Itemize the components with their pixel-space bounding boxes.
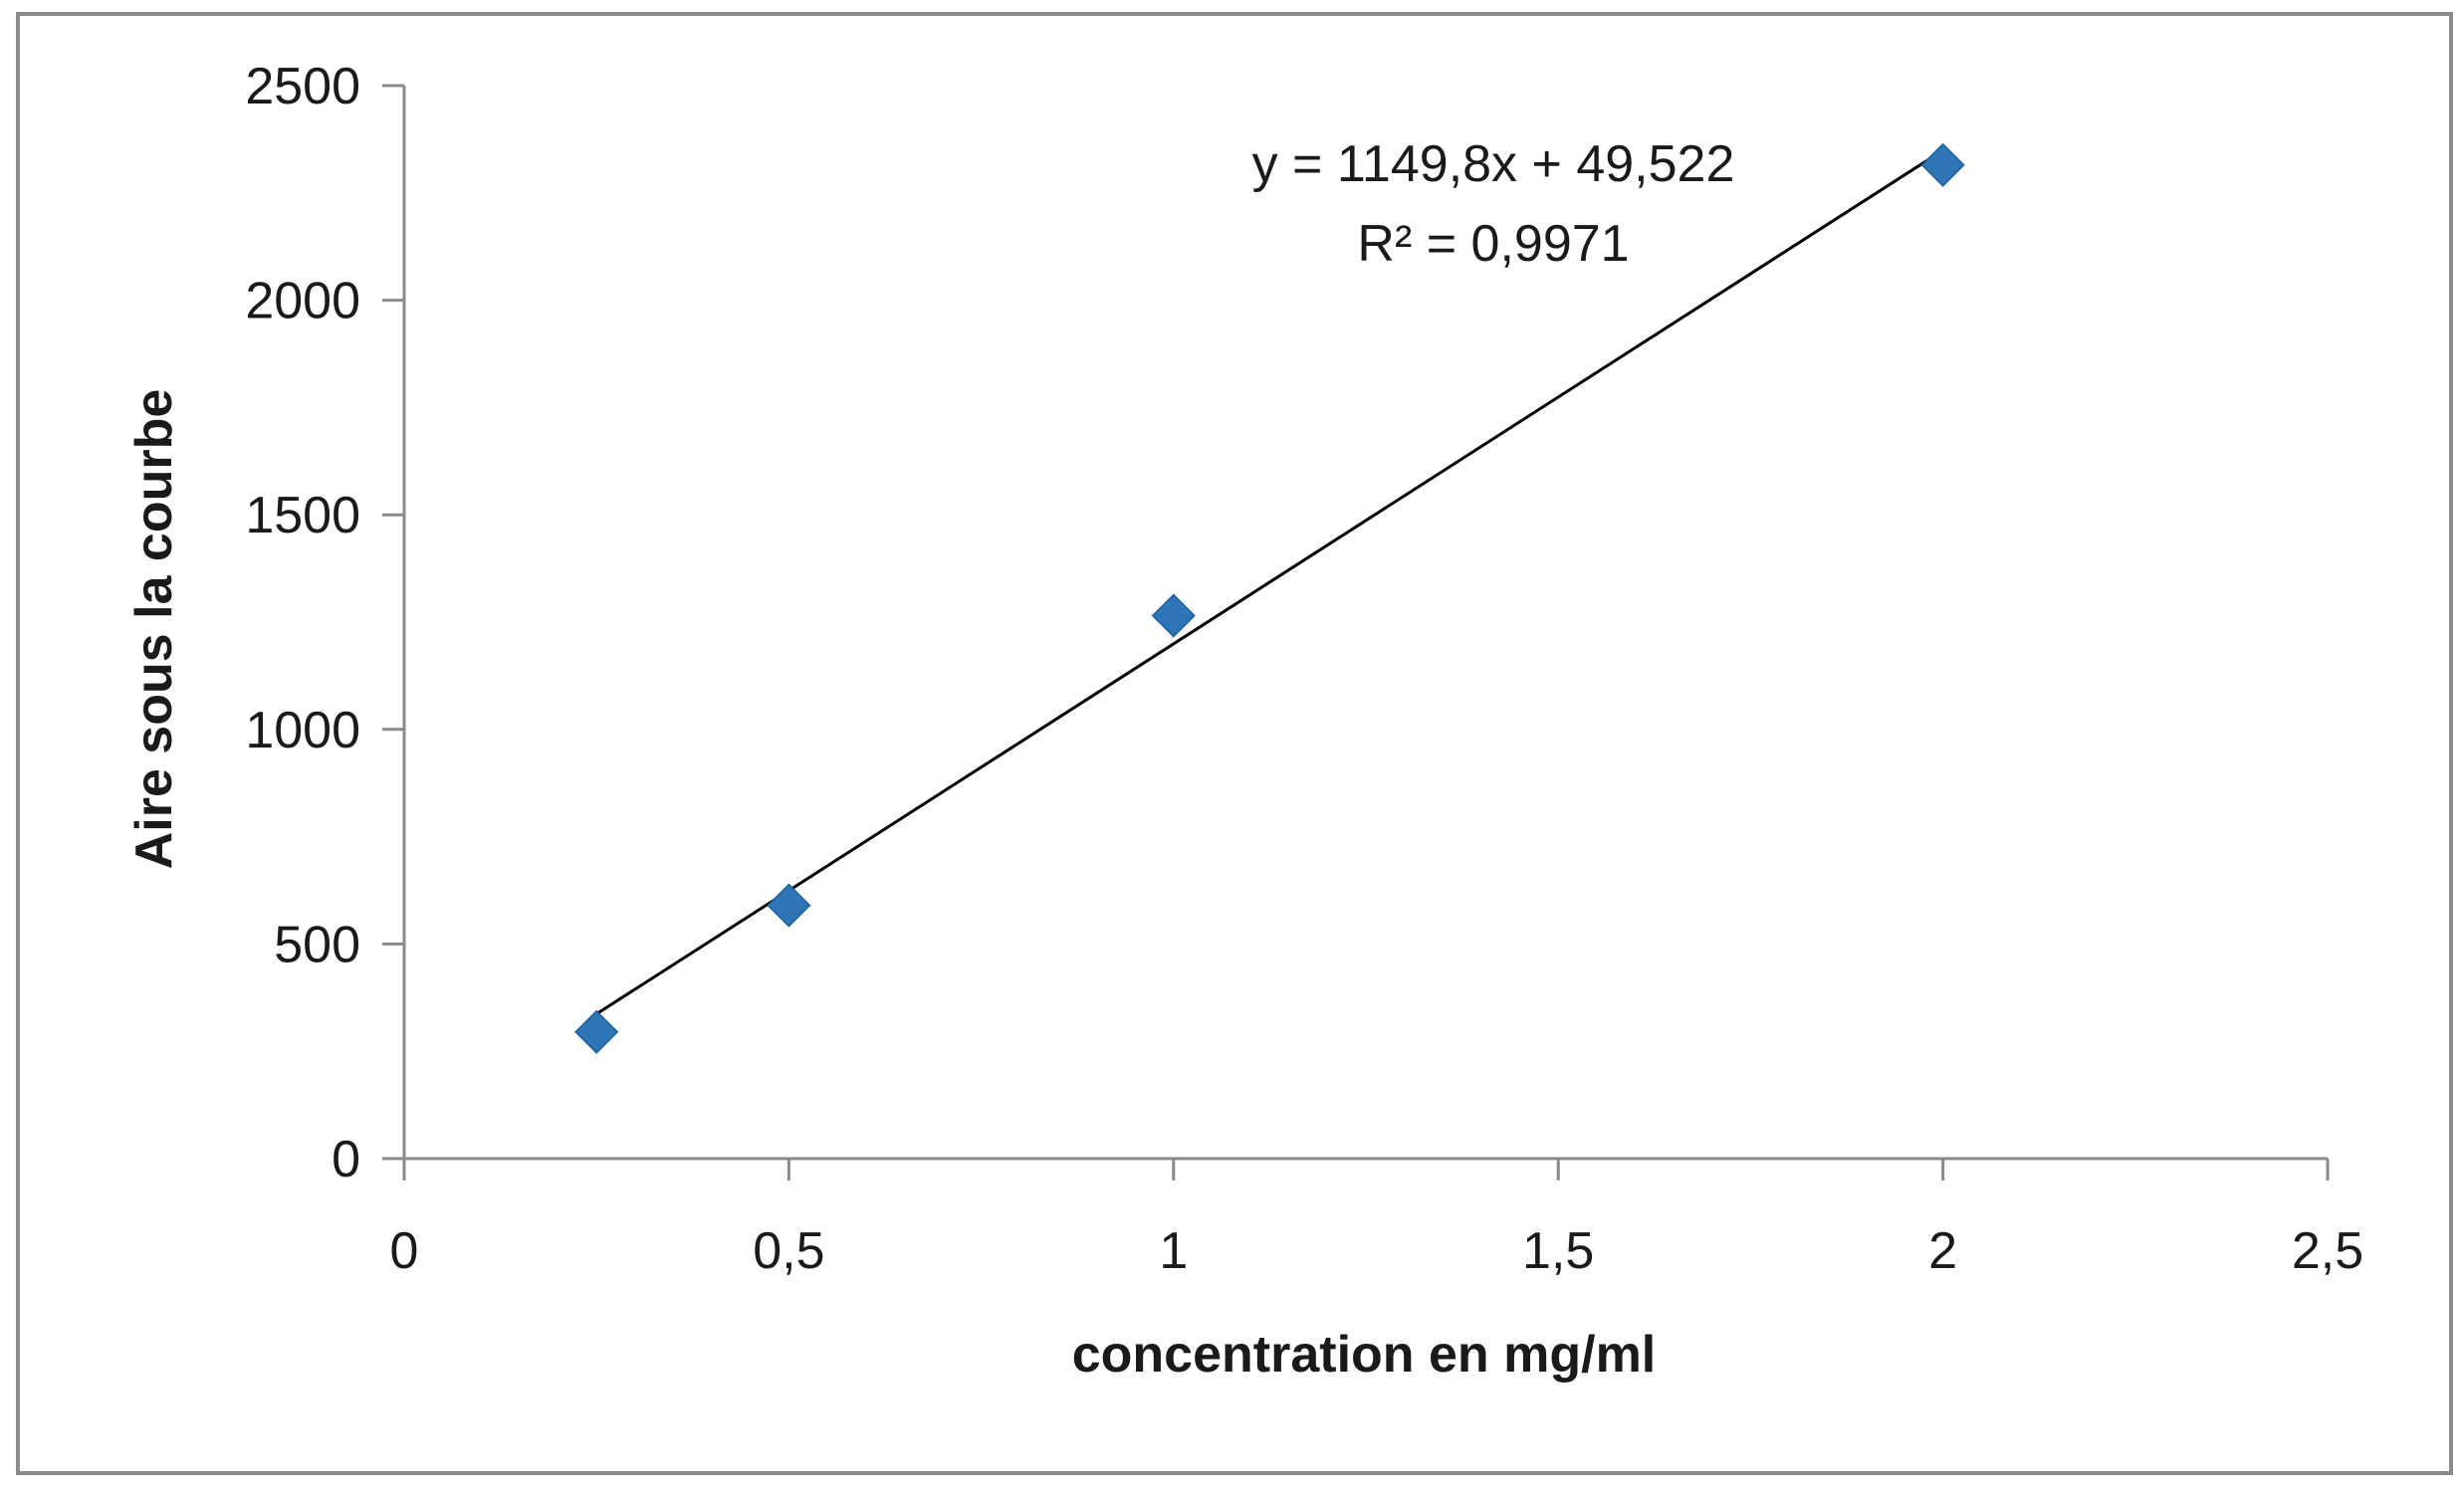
y-tick-label: 1500 bbox=[245, 487, 360, 544]
y-axis-title: Aire sous la courbe bbox=[125, 389, 183, 870]
data-point bbox=[1151, 593, 1196, 638]
data-point bbox=[1920, 142, 1965, 187]
x-tick-label: 2 bbox=[1928, 1222, 1957, 1280]
trendline-layer bbox=[595, 148, 1944, 1015]
chart-frame bbox=[16, 12, 2453, 1475]
x-axis-title: concentration en mg/ml bbox=[1072, 1326, 1657, 1384]
data-points-layer bbox=[574, 142, 1965, 1054]
x-tick-label: 2,5 bbox=[2292, 1222, 2363, 1280]
trendline bbox=[595, 148, 1944, 1015]
x-tick-label: 0 bbox=[390, 1222, 419, 1280]
data-point bbox=[767, 883, 811, 928]
y-tick-label: 500 bbox=[274, 916, 360, 973]
y-tick-label: 2000 bbox=[245, 273, 360, 330]
y-tick-label: 0 bbox=[332, 1131, 360, 1188]
x-tick-label: 0,5 bbox=[753, 1222, 824, 1280]
x-axis: 0 0,5 1 1,5 2 2,5 bbox=[390, 1157, 2363, 1280]
trendline-r-squared: R² = 0,9971 bbox=[1357, 215, 1629, 273]
y-axis: 0 500 1000 1500 2000 2500 bbox=[245, 58, 406, 1188]
data-point bbox=[574, 1009, 619, 1054]
y-tick-label: 2500 bbox=[245, 58, 360, 115]
trendline-equation: y = 1149,8x + 49,522 bbox=[1252, 135, 1735, 193]
y-tick-label: 1000 bbox=[245, 702, 360, 759]
x-tick-label: 1 bbox=[1159, 1222, 1188, 1280]
x-tick-label: 1,5 bbox=[1522, 1222, 1594, 1280]
